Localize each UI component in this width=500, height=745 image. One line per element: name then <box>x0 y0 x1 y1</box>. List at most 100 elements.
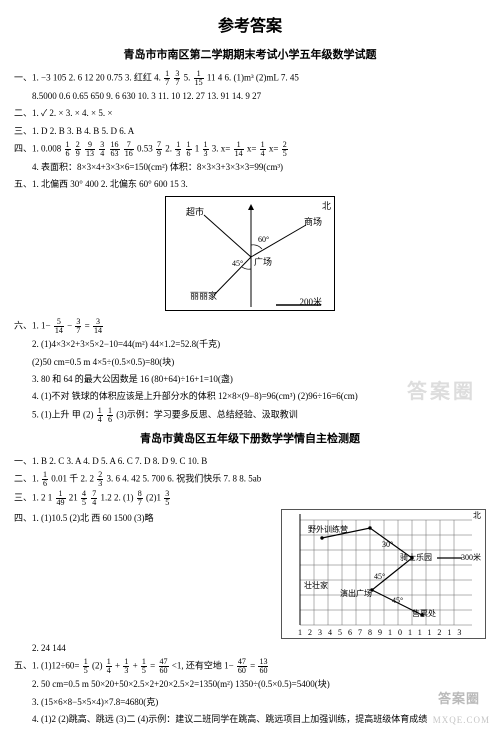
frac: 115 <box>194 70 204 87</box>
frac: 23 <box>97 471 103 488</box>
plaza-label: 广场 <box>254 255 272 268</box>
p1-s3: 三、1. D 2. B 3. B 4. B 5. D 6. A <box>14 124 486 139</box>
p2-s2: 二、1. 16 0.01 千 2. 2 23 3. 6 4. 42 5. 700… <box>14 471 486 488</box>
d2-n2: 壮壮家 <box>304 580 328 591</box>
frac: 17 <box>164 70 170 87</box>
frac: 15 <box>83 658 89 675</box>
txt: = <box>150 661 155 671</box>
p2-s5-l3: 3. (15×6×8−5×5×4)×7.8=4680(克) <box>14 695 486 710</box>
paper1-title: 青岛市市南区第二学期期末考试小学五年级数学试题 <box>14 46 486 62</box>
txt: 二、1. <box>14 474 41 484</box>
p1-s4-l2: 4. 表面积：8×3×4+3×3×6=150(cm²) 体积：8×3×3+3×3… <box>14 160 486 175</box>
paper2-title: 青岛市黄岛区五年级下册数学学情自主检测题 <box>14 430 486 446</box>
txt: = <box>250 661 255 671</box>
txt: + <box>115 661 120 671</box>
txt: (2)1 <box>146 493 161 503</box>
txt: 5. <box>184 73 193 83</box>
frac: 29 <box>75 141 81 158</box>
watermark-brand: 答案圈 <box>438 688 480 707</box>
txt: 1.2 2. (1) <box>101 493 134 503</box>
frac: 514 <box>54 318 64 335</box>
txt: 三、1. 2 1 <box>14 493 55 503</box>
frac: 34 <box>99 141 105 158</box>
market-label: 超市 <box>186 205 204 218</box>
p1-s6-l3: (2)50 cm=0.5 m 4×5÷(0.5×0.5)=80(块) <box>14 355 486 370</box>
frac: 716 <box>124 141 134 158</box>
d2-north: 北 <box>473 510 481 521</box>
txt: − <box>67 321 72 331</box>
frac: 15 <box>141 658 147 675</box>
txt: 0.01 千 2. 2 <box>51 474 94 484</box>
txt: 一、1. −3 105 2. 6 12 20 0.75 3. 红红 4. <box>14 73 163 83</box>
watermark-side: 答案圈 <box>407 375 476 404</box>
txt: 3. x= <box>212 143 231 153</box>
p1-s6-l6: 5. (1)上升 甲 (2) 14 16 (3)示例：学习要多反思、总结经验、汲… <box>14 407 486 424</box>
p1-s2: 二、1. ✓ 2. × 3. × 4. × 5. × <box>14 106 486 121</box>
home-label: 丽丽家 <box>190 289 217 302</box>
d2-n3: 演出广场 <box>340 588 372 599</box>
p1-s1-l2: 8.5000 0.6 0.65 650 9. 6 630 10. 3 11. 1… <box>14 89 486 104</box>
p1-s5: 五、1. 北偏西 30° 400 2. 北偏东 60° 600 15 3. <box>14 177 486 192</box>
frac: 37 <box>174 70 180 87</box>
d2-n4: 骑士乐园 <box>400 552 432 563</box>
frac: 13 <box>123 658 129 675</box>
txt: = <box>85 321 90 331</box>
p2-s4-l1: 四、1. (1)10.5 (2)北 西 60 1500 (3)略 <box>14 511 275 526</box>
frac: 149 <box>56 490 66 507</box>
txt: 0.53 <box>137 143 155 153</box>
d2-n5: 售票处 <box>412 608 436 619</box>
txt: 1 <box>195 143 200 153</box>
frac: 14 <box>106 658 112 675</box>
mall-label: 商场 <box>304 215 322 228</box>
frac: 16 <box>107 407 113 424</box>
p1-s6-l1: 六、1. 1− 514 − 37 = 314 <box>14 318 486 335</box>
txt: (2) <box>92 661 103 671</box>
d2-dist: 300米 <box>461 552 481 563</box>
txt: 5. (1)上升 甲 (2) <box>32 409 94 419</box>
txt: 11 4 6. (1)m³ (2)mL 7. 45 <box>207 73 299 83</box>
frac: 4760 <box>237 658 247 675</box>
p2-s3: 三、1. 2 1 149 21 45 74 1.2 2. (1) 87 (2)1… <box>14 490 486 507</box>
txt: 六、1. 1− <box>14 321 51 331</box>
page-title: 参考答案 <box>14 12 486 36</box>
frac: 87 <box>137 490 143 507</box>
north-label: 北 <box>322 199 331 212</box>
angle60: 60° <box>258 235 269 244</box>
frac: 79 <box>156 141 162 158</box>
txt: x= <box>247 143 257 153</box>
p1-s6-l2: 2. (1)4×3×2+3×5×2−10=44(m²) 44×1.2=52.8(… <box>14 337 486 352</box>
angle45: 45° <box>232 259 243 268</box>
txt: 21 <box>69 493 80 503</box>
p2-s1: 一、1. B 2. C 3. A 4. D 5. A 6. C 7. D 8. … <box>14 454 486 469</box>
p1-s4-l1: 四、1. 0.008 16 29 913 34 1663 716 0.53 79… <box>14 141 486 158</box>
frac: 25 <box>282 141 288 158</box>
frac: 1360 <box>258 658 268 675</box>
txt: x= <box>269 143 279 153</box>
d2-n1: 野外训练营 <box>308 524 348 535</box>
frac: 13 <box>203 141 209 158</box>
txt: <1, 还有空地 1− <box>172 661 234 671</box>
frac: 16 <box>42 471 48 488</box>
txt: 四、1. 0.008 <box>14 143 64 153</box>
diagram1-wrap: 北 超市 商场 60° 45° 广场 丽丽家 200米 <box>14 196 486 314</box>
frac: 13 <box>175 141 181 158</box>
scale-label: 200米 <box>299 295 322 308</box>
txt: 五、1. (1)12÷60= <box>14 661 80 671</box>
p2-s4-l2: 2. 24 144 <box>14 641 486 656</box>
p1-s1-l1: 一、1. −3 105 2. 6 12 20 0.75 3. 红红 4. 17 … <box>14 70 486 87</box>
frac: 14 <box>97 407 103 424</box>
frac: 35 <box>164 490 170 507</box>
p2-s5-l2: 2. 50 cm=0.5 m 50×20+50×2.5×2+20×2.5×2=1… <box>14 677 486 692</box>
diagram1: 北 超市 商场 60° 45° 广场 丽丽家 200米 <box>165 196 335 311</box>
d2-a3: 45° <box>392 596 403 605</box>
frac: 913 <box>85 141 95 158</box>
txt: (3)示例：学习要多反思、总结经验、汲取教训 <box>116 409 298 419</box>
frac: 1663 <box>110 141 120 158</box>
frac: 37 <box>75 318 81 335</box>
d2-a1: 30° <box>382 540 393 549</box>
frac: 114 <box>234 141 244 158</box>
d2-xticks: 12345678910111213 <box>298 628 467 637</box>
txt: 3. 6 4. 42 5. 700 6. 祝我们快乐 7. 8 8. 5ab <box>107 474 262 484</box>
txt: + <box>133 661 138 671</box>
frac: 314 <box>93 318 103 335</box>
